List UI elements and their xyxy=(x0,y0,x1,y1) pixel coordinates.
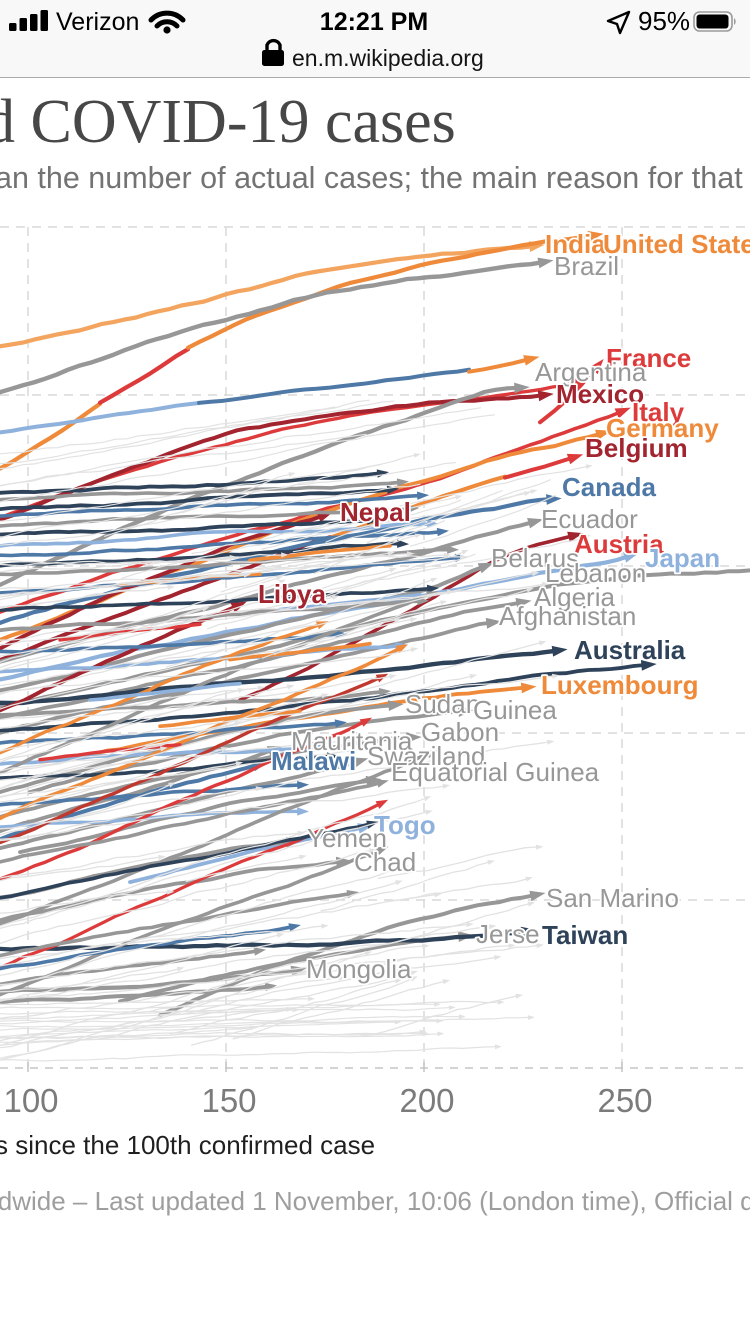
svg-text:Mongolia: Mongolia xyxy=(306,954,412,984)
svg-text:France: France xyxy=(606,343,691,373)
svg-text:Belarus: Belarus xyxy=(491,543,579,573)
svg-text:Sudan: Sudan xyxy=(405,689,480,719)
svg-text:Jerse: Jerse xyxy=(476,919,540,949)
svg-text:Germany: Germany xyxy=(606,413,719,443)
svg-text:100: 100 xyxy=(3,1082,58,1119)
svg-text:Yemen: Yemen xyxy=(307,823,387,853)
svg-text:200: 200 xyxy=(399,1082,454,1119)
svg-text:Malawi: Malawi xyxy=(271,746,356,776)
svg-text:Mexico: Mexico xyxy=(556,379,644,409)
svg-text:Ecuador: Ecuador xyxy=(541,504,638,534)
svg-text:Canada: Canada xyxy=(562,472,656,502)
svg-text:Mauritania: Mauritania xyxy=(291,726,413,756)
svg-text:Afghanistan: Afghanistan xyxy=(499,601,636,631)
svg-text:Swaziland: Swaziland xyxy=(367,741,486,771)
svg-text:Japan: Japan xyxy=(645,543,720,573)
svg-text:Australia: Australia xyxy=(574,635,686,665)
svg-text:Argentina: Argentina xyxy=(535,357,647,387)
svg-text:Algeria: Algeria xyxy=(534,582,615,612)
svg-text:Lebanon: Lebanon xyxy=(545,558,646,588)
svg-text:Verizon: Verizon xyxy=(56,8,139,36)
svg-text:Gabon: Gabon xyxy=(421,717,499,747)
svg-text:Belgium: Belgium xyxy=(585,433,688,463)
svg-text:San Marino: San Marino xyxy=(546,883,679,913)
svg-text:en.m.wikipedia.org: en.m.wikipedia.org xyxy=(292,45,484,71)
svg-text:95%: 95% xyxy=(638,6,690,36)
svg-text:Libya: Libya xyxy=(258,579,326,609)
svg-text:250: 250 xyxy=(597,1082,652,1119)
svg-text:Guinea: Guinea xyxy=(473,695,557,725)
svg-text:Togo: Togo xyxy=(374,810,436,840)
svg-text:India: India xyxy=(545,229,606,259)
svg-text:Italy: Italy xyxy=(632,397,685,427)
svg-text:Taiwan: Taiwan xyxy=(542,920,628,950)
svg-text:12:21 PM: 12:21 PM xyxy=(320,8,428,36)
svg-text:Austria: Austria xyxy=(574,529,664,559)
svg-text:Nepal: Nepal xyxy=(340,497,411,527)
svg-text:United States: United States xyxy=(603,229,750,259)
svg-text:Equatorial Guinea: Equatorial Guinea xyxy=(391,757,600,787)
svg-text:Brazil: Brazil xyxy=(554,251,619,281)
svg-text:Luxembourg: Luxembourg xyxy=(541,670,698,700)
svg-text:150: 150 xyxy=(201,1082,256,1119)
svg-text:Chad: Chad xyxy=(354,847,416,877)
